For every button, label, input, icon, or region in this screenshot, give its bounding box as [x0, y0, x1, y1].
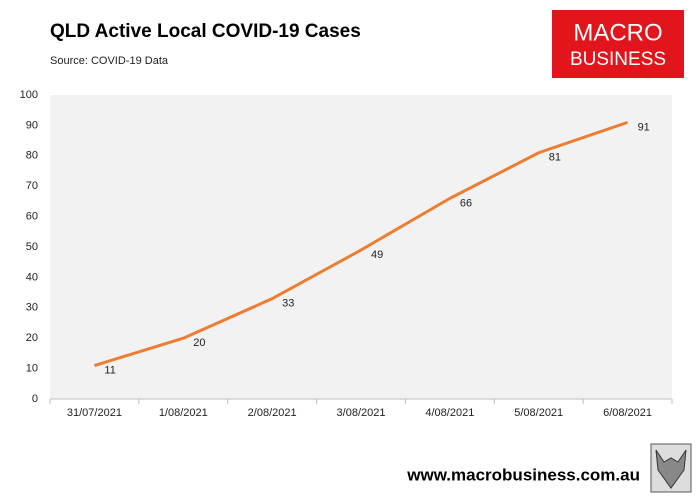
data-label: 20: [193, 337, 205, 349]
chart-title: QLD Active Local COVID-19 Cases: [50, 21, 361, 42]
data-label: 33: [282, 298, 294, 310]
y-tick-label: 60: [26, 211, 38, 223]
data-label: 11: [104, 364, 115, 376]
x-tick-label: 4/08/2021: [425, 407, 474, 419]
x-tick-label: 5/08/2021: [514, 407, 563, 419]
y-tick-label: 10: [26, 363, 38, 375]
x-tick-label: 3/08/2021: [337, 407, 386, 419]
data-label: 91: [638, 121, 650, 133]
y-tick-label: 90: [26, 119, 38, 131]
logo-text: MACRO: [573, 19, 662, 46]
data-label: 66: [460, 197, 472, 209]
x-tick-label: 2/08/2021: [248, 407, 297, 419]
x-tick-label: 31/07/2021: [67, 407, 122, 419]
logo-text: BUSINESS: [570, 49, 666, 70]
footer-url: www.macrobusiness.com.au: [406, 465, 640, 484]
x-tick-label: 1/08/2021: [159, 407, 208, 419]
y-tick-label: 0: [32, 393, 38, 405]
y-tick-label: 70: [26, 180, 38, 192]
data-label: 81: [549, 152, 561, 164]
y-tick-label: 40: [26, 271, 38, 283]
y-tick-label: 80: [26, 150, 38, 162]
x-tick-label: 6/08/2021: [603, 407, 652, 419]
y-tick-label: 20: [26, 332, 38, 344]
data-label: 49: [371, 249, 383, 261]
chart-subtitle: Source: COVID-19 Data: [50, 55, 169, 67]
line: [93, 120, 629, 367]
y-tick-label: 100: [20, 89, 38, 101]
logo-box: [552, 10, 684, 78]
wolf-icon: [650, 443, 692, 493]
y-tick-label: 30: [26, 302, 38, 314]
y-tick-label: 50: [26, 241, 38, 253]
